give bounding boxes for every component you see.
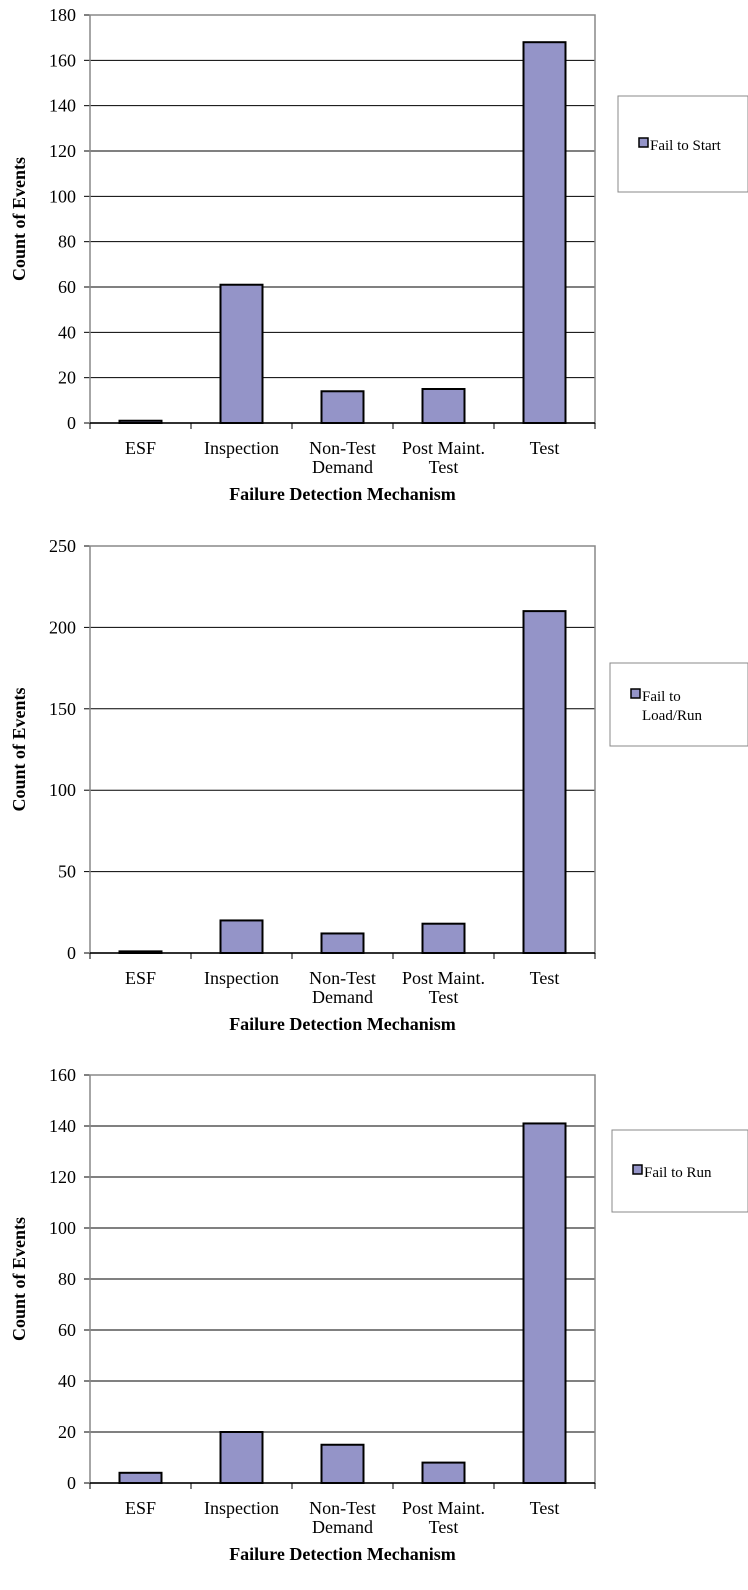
bar	[421, 1461, 466, 1484]
x-tick-label: Non-Test Demand	[309, 968, 376, 1007]
x-tick-label: Post Maint. Test	[402, 968, 485, 1007]
y-tick-label: 20	[58, 1422, 76, 1442]
y-tick-label: 0	[67, 943, 76, 963]
y-tick-label: 40	[58, 1371, 76, 1391]
x-axis-title: Failure Detection Mechanism	[229, 1014, 456, 1034]
y-tick-label: 160	[49, 1065, 76, 1085]
bar	[219, 919, 264, 955]
bar	[320, 1443, 365, 1484]
y-tick-label: 160	[49, 50, 76, 70]
y-tick-label: 0	[67, 1473, 76, 1493]
legend-swatch	[632, 1164, 643, 1175]
y-tick-label: 140	[49, 96, 76, 116]
x-axis-title: Failure Detection Mechanism	[229, 1544, 456, 1564]
y-tick-label: 200	[49, 617, 76, 637]
y-tick-label: 60	[58, 1320, 76, 1340]
y-tick-label: 40	[58, 322, 76, 342]
y-tick-label: 60	[58, 277, 76, 297]
bar	[421, 388, 466, 424]
legend-box	[609, 662, 748, 747]
plot-frame	[89, 545, 596, 954]
x-tick-label: Non-Test Demand	[309, 1498, 376, 1537]
y-tick-label: 120	[49, 141, 76, 161]
legend-label: Fail to Run	[644, 1165, 712, 1181]
x-tick-label: Non-Test Demand	[309, 438, 376, 477]
bar	[219, 283, 264, 424]
x-tick-label: Inspection	[204, 968, 279, 988]
x-axis-title: Failure Detection Mechanism	[229, 484, 456, 504]
x-tick-label: Post Maint. Test	[402, 438, 485, 477]
y-tick-label: 20	[58, 368, 76, 388]
legend-label: Fail to Load/Run	[642, 689, 702, 724]
y-axis-title: Count of Events	[9, 157, 29, 281]
bar	[219, 1431, 264, 1484]
x-tick-label: Test	[530, 438, 560, 458]
x-tick-label: ESF	[125, 968, 156, 988]
y-tick-label: 180	[49, 5, 76, 25]
x-tick-label: ESF	[125, 438, 156, 458]
x-tick-label: Inspection	[204, 438, 279, 458]
y-tick-label: 100	[49, 186, 76, 206]
plot-frame	[89, 14, 596, 424]
y-tick-label: 80	[58, 232, 76, 252]
bar	[118, 1471, 163, 1485]
y-tick-label: 250	[49, 536, 76, 556]
bar	[522, 1122, 567, 1484]
x-tick-label: Post Maint. Test	[402, 1498, 485, 1537]
bar	[118, 419, 163, 425]
bar	[421, 922, 466, 954]
legend-swatch	[630, 688, 641, 699]
legend-swatch	[638, 137, 649, 148]
x-tick-label: Test	[530, 1498, 560, 1518]
y-tick-label: 120	[49, 1167, 76, 1187]
y-tick-label: 0	[67, 413, 76, 433]
y-axis-title: Count of Events	[9, 687, 29, 811]
bar	[320, 390, 365, 424]
y-tick-label: 50	[58, 862, 76, 882]
bar	[118, 950, 163, 955]
y-tick-label: 150	[49, 699, 76, 719]
y-tick-label: 100	[49, 780, 76, 800]
bar	[522, 41, 567, 424]
x-tick-label: ESF	[125, 1498, 156, 1518]
bar	[522, 610, 567, 954]
y-tick-label: 100	[49, 1218, 76, 1238]
x-tick-label: Inspection	[204, 1498, 279, 1518]
legend-label: Fail to Start	[650, 138, 722, 154]
y-tick-label: 80	[58, 1269, 76, 1289]
y-tick-label: 140	[49, 1116, 76, 1136]
x-tick-label: Test	[530, 968, 560, 988]
bar	[320, 932, 365, 954]
y-axis-title: Count of Events	[9, 1217, 29, 1341]
